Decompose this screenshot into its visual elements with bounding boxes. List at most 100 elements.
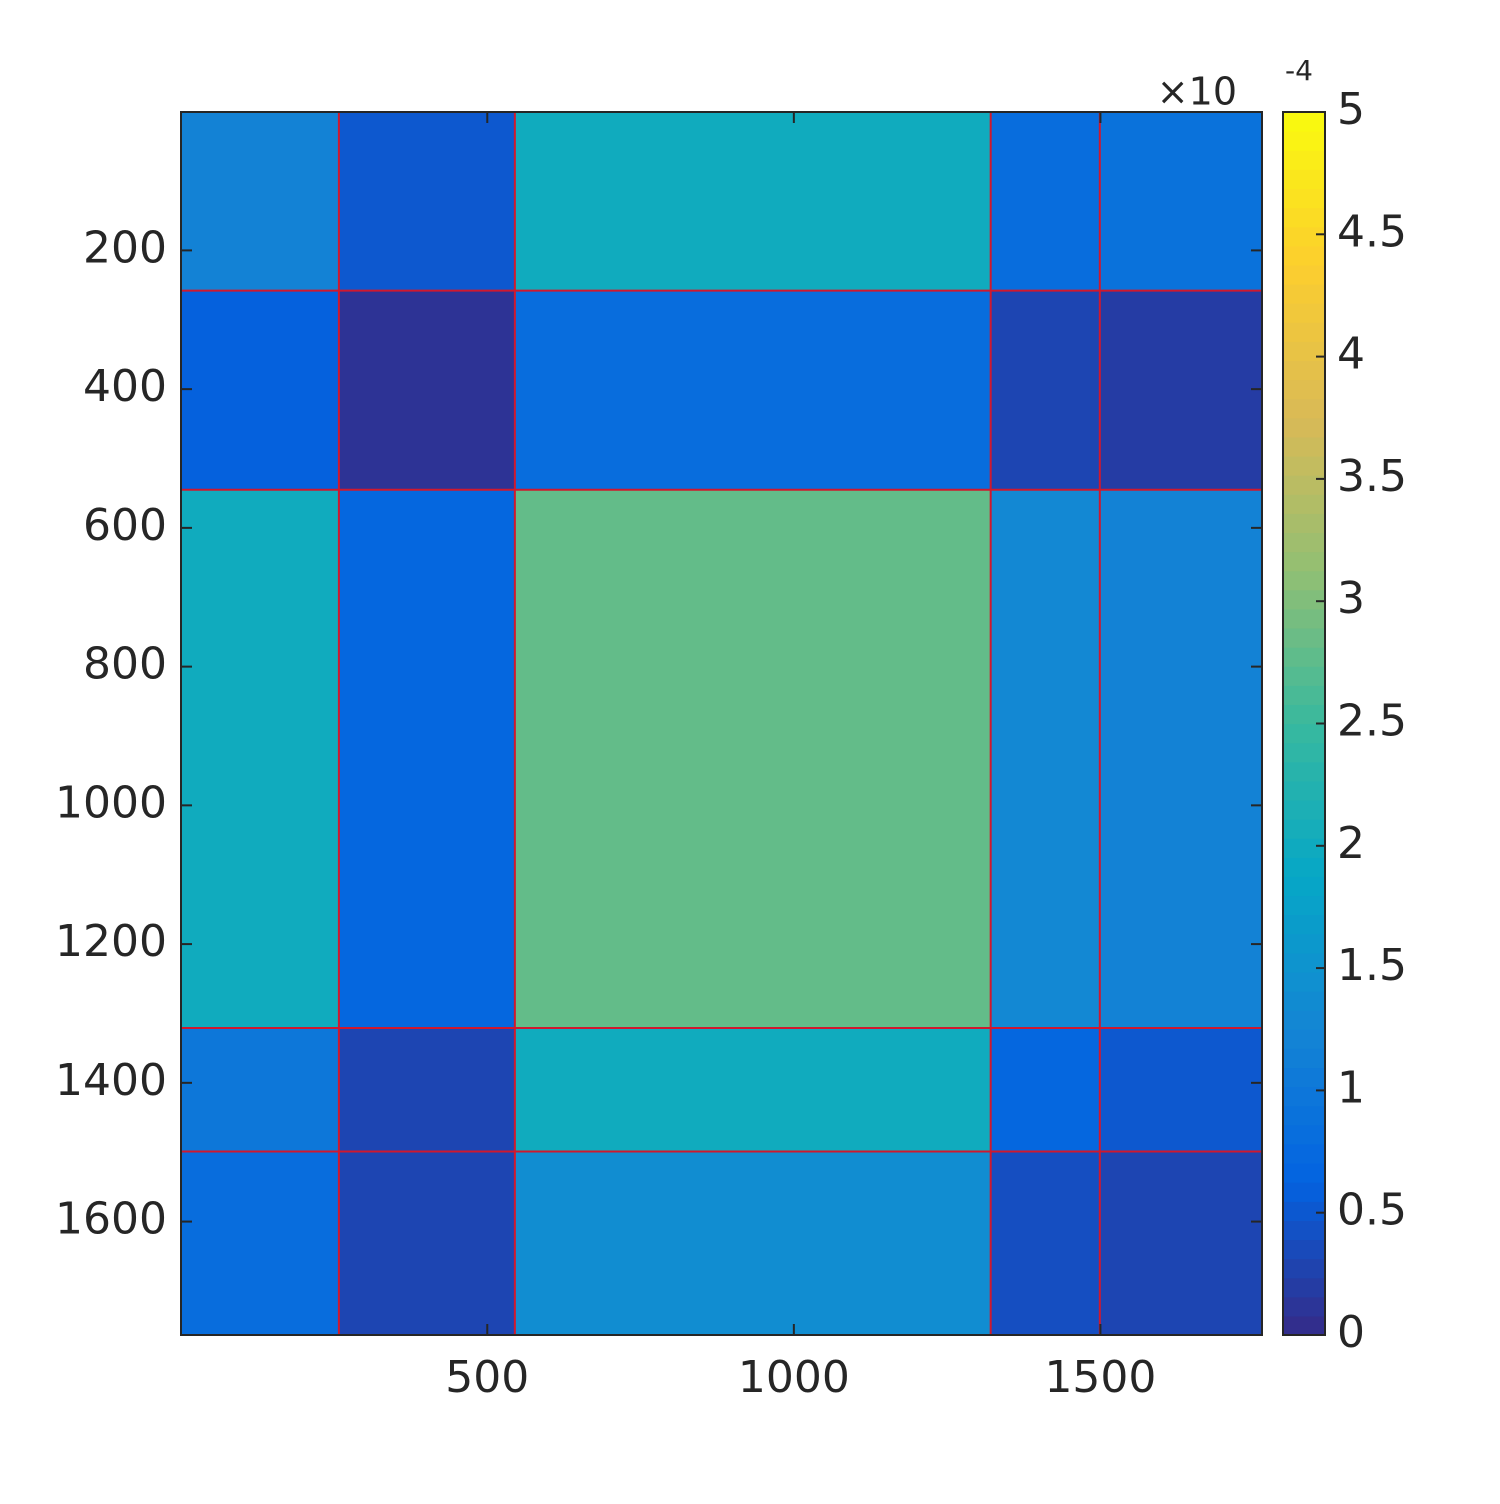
colorbar-segment xyxy=(1283,914,1325,935)
colorbar-segment xyxy=(1283,475,1325,495)
colorbar-tick-label: 5 xyxy=(1337,84,1365,135)
heatmap-cell xyxy=(1099,1028,1262,1152)
heatmap-cell xyxy=(1099,290,1262,490)
colorbar-segment xyxy=(1283,341,1325,362)
heatmap-cell xyxy=(181,1151,339,1335)
colorbar-segment xyxy=(1283,1315,1325,1336)
colorbar-segment xyxy=(1283,551,1325,572)
colorbar-segment xyxy=(1283,704,1325,725)
colorbar-segment xyxy=(1283,647,1325,667)
colorbar-segment xyxy=(1283,952,1325,973)
colorbar-tick-label: 4 xyxy=(1337,329,1365,380)
colorbar-segment xyxy=(1283,494,1325,514)
colorbar-segment xyxy=(1283,761,1325,782)
heatmap-cell xyxy=(1099,112,1262,291)
colorbar-segment xyxy=(1283,933,1325,954)
colorbar-tick-label: 3 xyxy=(1337,573,1365,624)
colorbar-tick-label: 0.5 xyxy=(1337,1185,1407,1236)
colorbar-segment xyxy=(1283,436,1325,457)
colorbar-tick-label: 2.5 xyxy=(1337,696,1407,747)
colorbar-segment xyxy=(1283,1163,1325,1183)
colorbar-segment xyxy=(1283,303,1325,323)
heatmap-cell xyxy=(990,112,1100,291)
heatmap-cell xyxy=(990,1151,1100,1335)
colorbar-tick-label: 2 xyxy=(1337,818,1365,869)
colorbar-segment xyxy=(1283,322,1325,342)
x-tick-label: 500 xyxy=(445,1352,529,1403)
colorbar-tick-label: 1.5 xyxy=(1337,940,1407,991)
y-tick-label: 1000 xyxy=(55,777,167,828)
colorbar-segment xyxy=(1283,417,1325,438)
colorbar-segment xyxy=(1283,513,1325,534)
heatmap-cell xyxy=(1099,489,1262,1029)
colorbar-tick-label: 4.5 xyxy=(1337,206,1407,257)
colorbar-segment xyxy=(1283,169,1325,190)
colorbar-segment xyxy=(1283,1258,1325,1279)
colorbar-segment xyxy=(1283,1067,1325,1088)
colorbar-segment xyxy=(1283,857,1325,877)
colorbar-segment xyxy=(1283,799,1325,820)
colorbar-segment xyxy=(1283,627,1325,648)
colorbar-segment xyxy=(1283,685,1325,705)
heatmap-cell xyxy=(990,489,1100,1029)
colorbar-segment xyxy=(1283,226,1325,247)
colorbar-segment xyxy=(1283,666,1325,686)
colorbar-segment xyxy=(1283,723,1325,744)
colorbar-segment xyxy=(1283,780,1325,801)
colorbar-segment xyxy=(1283,455,1325,476)
heatmap-cell xyxy=(1099,1151,1262,1335)
colorbar-segment xyxy=(1283,1010,1325,1030)
colorbar-segment xyxy=(1283,188,1325,209)
colorbar-tick-label: 1 xyxy=(1337,1062,1365,1113)
colorbar-tick-label: 0 xyxy=(1337,1307,1365,1358)
colorbar-segment xyxy=(1283,283,1325,304)
colorbar-segment xyxy=(1283,1105,1325,1126)
y-tick-label: 1600 xyxy=(55,1194,167,1245)
heatmap-cell xyxy=(338,1028,515,1152)
y-tick-label: 400 xyxy=(83,361,167,412)
axes-box xyxy=(180,111,1263,1336)
colorbar-segment xyxy=(1283,1029,1325,1049)
colorbar-segment xyxy=(1283,1143,1325,1164)
colorbar-segment xyxy=(1283,379,1325,400)
heatmap-cell xyxy=(514,112,991,291)
colorbar-segment xyxy=(1283,895,1325,916)
colorbar-segment xyxy=(1283,819,1325,839)
x-tick-label: 1500 xyxy=(1044,1352,1156,1403)
colorbar-segment xyxy=(1283,838,1325,858)
colorbar-segment xyxy=(1283,112,1325,132)
heatmap-cell xyxy=(338,489,515,1029)
colorbar-segment xyxy=(1283,1086,1325,1107)
colorbar-segment xyxy=(1283,1220,1325,1241)
y-tick-label: 800 xyxy=(83,639,167,690)
colorbar-segment xyxy=(1283,876,1325,897)
heatmap-cell xyxy=(514,489,991,1029)
colorbar-segment xyxy=(1283,398,1325,419)
heatmap-cell xyxy=(181,1028,339,1152)
colorbar-segment xyxy=(1283,207,1325,228)
colorbar-segment xyxy=(1283,360,1325,381)
colorbar-segment xyxy=(1283,1277,1325,1298)
colorbar-segment xyxy=(1283,971,1325,992)
colorbar-segment xyxy=(1283,742,1325,763)
colorbar-segment xyxy=(1283,264,1325,285)
colorbar-segment xyxy=(1283,589,1325,610)
y-tick-label: 1200 xyxy=(55,916,167,967)
heatmap-cell xyxy=(181,112,339,291)
heatmap-cell xyxy=(181,489,339,1029)
heatmap-cell xyxy=(990,290,1100,490)
colorbar-segment xyxy=(1283,1296,1325,1317)
colorbar-segment xyxy=(1283,150,1325,170)
heatmap-cell xyxy=(514,1028,991,1152)
y-tick-label: 1400 xyxy=(55,1055,167,1106)
colorbar-segment xyxy=(1283,991,1325,1011)
heatmap-cell xyxy=(181,290,339,490)
colorbar-segment xyxy=(1283,1201,1325,1221)
colorbar-segment xyxy=(1283,608,1325,629)
colorbar-segment xyxy=(1283,245,1325,266)
colorbar-segment xyxy=(1283,1124,1325,1145)
colorbar-segment xyxy=(1283,532,1325,553)
heatmap-cell xyxy=(514,1151,991,1335)
heatmap-cell xyxy=(338,112,515,291)
